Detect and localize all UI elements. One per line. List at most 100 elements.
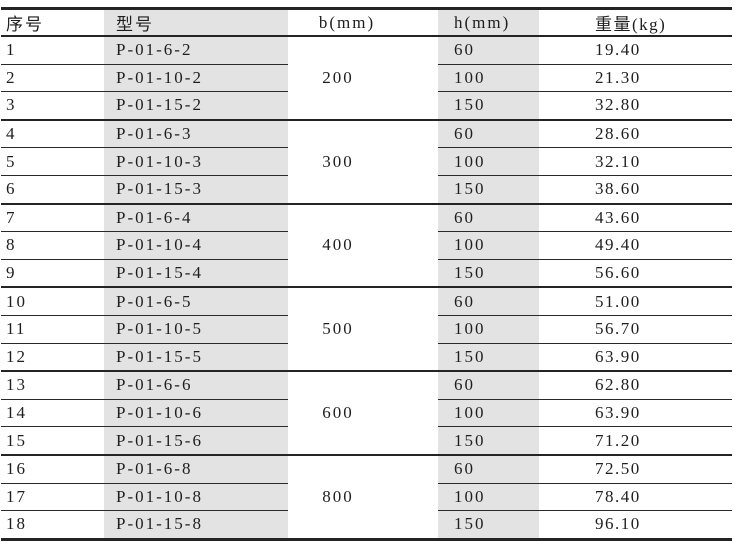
col-header-weight: 重量(kg) bbox=[539, 8, 732, 37]
b-value-cell: 200 bbox=[288, 35, 438, 120]
b-value-cell: 800 bbox=[288, 453, 438, 540]
table-row: 16 P-01-6-8 800 60 72.50 bbox=[1, 453, 732, 540]
h-value-cell: 150 bbox=[438, 174, 539, 204]
h-value-cell: 60 bbox=[438, 370, 539, 400]
model-cell: P-01-10-4 bbox=[104, 231, 288, 260]
weight-cell: 32.80 bbox=[539, 91, 732, 120]
table-row: 9 P-01-15-4 150 56.60 bbox=[1, 258, 732, 288]
weight-cell: 78.40 bbox=[539, 482, 732, 511]
b-value-cell: 500 bbox=[288, 286, 438, 372]
b-value-cell: 600 bbox=[288, 370, 438, 455]
serial-cell: 12 bbox=[1, 342, 104, 372]
model-cell: P-01-6-3 bbox=[104, 118, 288, 148]
table-row: 8 P-01-10-4 100 49.40 bbox=[1, 231, 732, 260]
model-cell: P-01-6-4 bbox=[104, 202, 288, 232]
table-row: 12 P-01-15-5 150 63.90 bbox=[1, 342, 732, 372]
serial-cell: 17 bbox=[1, 482, 104, 511]
col-header-serial: 序号 bbox=[1, 8, 104, 37]
weight-cell: 43.60 bbox=[539, 202, 732, 232]
serial-cell: 7 bbox=[1, 202, 104, 232]
serial-cell: 1 bbox=[1, 34, 104, 65]
weight-spec-table: 序号 型号 b(mm) h(mm) 重量(kg) 1 P-01-6-2 200 60 1… bbox=[1, 7, 732, 541]
h-value-cell: 150 bbox=[438, 426, 539, 455]
weight-cell: 32.10 bbox=[539, 147, 732, 176]
serial-cell: 2 bbox=[1, 63, 104, 92]
h-value-cell: 100 bbox=[438, 231, 539, 260]
h-value-cell: 150 bbox=[438, 342, 539, 372]
table-row: 14 P-01-10-6 100 63.90 bbox=[1, 398, 732, 427]
serial-cell: 6 bbox=[1, 174, 104, 204]
table-row: 5 P-01-10-3 100 32.10 bbox=[1, 147, 732, 176]
b-value-cell: 400 bbox=[288, 202, 438, 288]
weight-cell: 51.00 bbox=[539, 286, 732, 316]
model-cell: P-01-15-5 bbox=[104, 342, 288, 372]
table-row: 4 P-01-6-3 300 60 28.60 bbox=[1, 118, 732, 204]
table-row: 18 P-01-15-8 150 96.10 bbox=[1, 510, 732, 540]
serial-cell: 4 bbox=[1, 118, 104, 148]
weight-cell: 62.80 bbox=[539, 370, 732, 400]
header-row: 序号 型号 b(mm) h(mm) 重量(kg) bbox=[1, 8, 732, 37]
h-value-cell: 100 bbox=[438, 314, 539, 344]
serial-cell: 15 bbox=[1, 426, 104, 455]
serial-cell: 10 bbox=[1, 286, 104, 316]
model-cell: P-01-6-6 bbox=[104, 370, 288, 400]
col-header-model: 型号 bbox=[104, 8, 288, 37]
weight-cell: 49.40 bbox=[539, 231, 732, 260]
weight-cell: 63.90 bbox=[539, 342, 732, 372]
table-row: 7 P-01-6-4 400 60 43.60 bbox=[1, 202, 732, 288]
h-value-cell: 150 bbox=[438, 91, 539, 120]
col-header-h: h(mm) bbox=[438, 8, 539, 37]
model-cell: P-01-10-3 bbox=[104, 147, 288, 176]
h-value-cell: 60 bbox=[438, 34, 539, 65]
model-cell: P-01-10-5 bbox=[104, 314, 288, 344]
table-row: 13 P-01-6-6 600 60 62.80 bbox=[1, 370, 732, 455]
model-cell: P-01-6-5 bbox=[104, 286, 288, 316]
col-header-b: b(mm) bbox=[288, 8, 438, 37]
model-cell: P-01-15-3 bbox=[104, 174, 288, 204]
b-value-cell: 300 bbox=[288, 118, 438, 204]
serial-cell: 13 bbox=[1, 370, 104, 400]
model-cell: P-01-6-2 bbox=[104, 34, 288, 65]
model-cell: P-01-10-8 bbox=[104, 482, 288, 511]
serial-cell: 8 bbox=[1, 231, 104, 260]
table-body: 1 P-01-6-2 200 60 19.40 2 P-01-10-2 100 21.30 3 P-… bbox=[1, 34, 732, 540]
h-value-cell: 100 bbox=[438, 63, 539, 92]
h-value-cell: 100 bbox=[438, 482, 539, 511]
weight-cell: 56.60 bbox=[539, 258, 732, 288]
table-row: 1 P-01-6-2 200 60 19.40 bbox=[1, 34, 732, 120]
serial-cell: 18 bbox=[1, 510, 104, 540]
serial-cell: 3 bbox=[1, 91, 104, 120]
model-cell: P-01-6-8 bbox=[104, 453, 288, 483]
h-value-cell: 60 bbox=[438, 286, 539, 316]
h-value-cell: 100 bbox=[438, 147, 539, 176]
serial-cell: 5 bbox=[1, 147, 104, 176]
model-cell: P-01-15-4 bbox=[104, 258, 288, 288]
h-value-cell: 60 bbox=[438, 118, 539, 148]
serial-cell: 16 bbox=[1, 453, 104, 483]
weight-cell: 96.10 bbox=[539, 510, 732, 540]
table-row: 2 P-01-10-2 100 21.30 bbox=[1, 63, 732, 92]
h-value-cell: 150 bbox=[438, 258, 539, 288]
weight-cell: 71.20 bbox=[539, 426, 732, 455]
weight-cell: 63.90 bbox=[539, 398, 732, 427]
table-row: 6 P-01-15-3 150 38.60 bbox=[1, 174, 732, 204]
table-row: 15 P-01-15-6 150 71.20 bbox=[1, 426, 732, 455]
table-row: 17 P-01-10-8 100 78.40 bbox=[1, 482, 732, 511]
h-value-cell: 60 bbox=[438, 202, 539, 232]
weight-cell: 38.60 bbox=[539, 174, 732, 204]
model-cell: P-01-15-8 bbox=[104, 510, 288, 540]
model-cell: P-01-15-6 bbox=[104, 426, 288, 455]
weight-cell: 56.70 bbox=[539, 314, 732, 344]
serial-cell: 14 bbox=[1, 398, 104, 427]
table-row: 10 P-01-6-5 500 60 51.00 bbox=[1, 286, 732, 372]
weight-cell: 72.50 bbox=[539, 453, 732, 483]
model-cell: P-01-10-2 bbox=[104, 63, 288, 92]
h-value-cell: 100 bbox=[438, 398, 539, 427]
table-row: 11 P-01-10-5 100 56.70 bbox=[1, 314, 732, 344]
serial-cell: 11 bbox=[1, 314, 104, 344]
weight-cell: 19.40 bbox=[539, 34, 732, 65]
serial-cell: 9 bbox=[1, 258, 104, 288]
h-value-cell: 150 bbox=[438, 510, 539, 540]
weight-cell: 21.30 bbox=[539, 63, 732, 92]
h-value-cell: 60 bbox=[438, 453, 539, 483]
